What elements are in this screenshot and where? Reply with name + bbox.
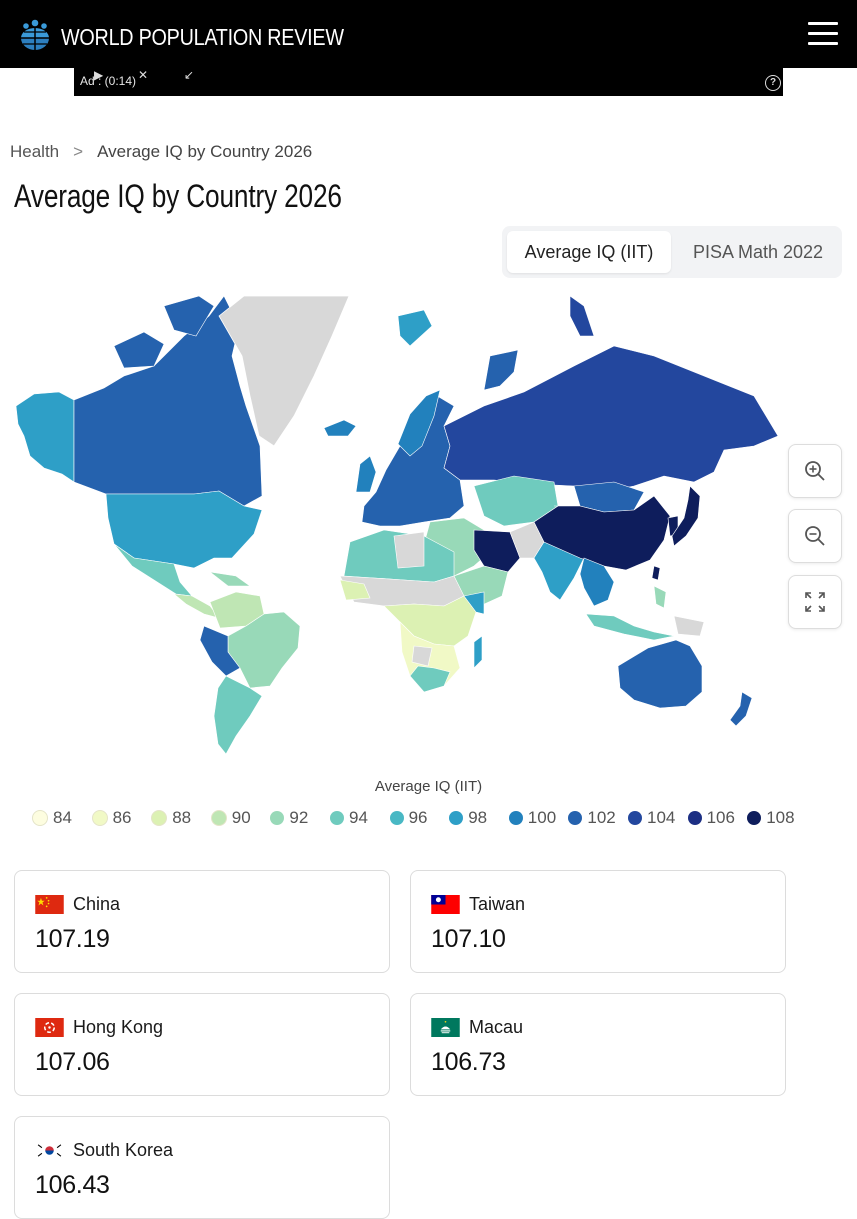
country-card-hong-kong[interactable]: Hong Kong 107.06 — [14, 993, 390, 1096]
card-value: 107.06 — [35, 1048, 110, 1076]
map-legend: 84 86 88 90 92 94 96 98 100 102 104 106 108 — [0, 806, 857, 830]
breadcrumb-current: Average IQ by Country 2026 — [97, 142, 313, 161]
zoom-out-icon — [805, 526, 825, 546]
tab-average-iq[interactable]: Average IQ (IIT) — [507, 231, 671, 273]
legend-swatch — [330, 811, 344, 825]
page-title: Average IQ by Country 2026 — [14, 178, 342, 214]
legend-item[interactable]: 102 — [568, 806, 616, 830]
legend-label: 104 — [647, 808, 676, 827]
fullscreen-icon — [805, 592, 825, 612]
legend-label: 90 — [231, 808, 251, 827]
legend-label: 108 — [766, 808, 795, 827]
south-korea-flag — [35, 1141, 64, 1160]
country-australia — [617, 639, 703, 709]
card-value: 106.43 — [35, 1171, 110, 1199]
world-map[interactable] — [14, 296, 784, 758]
card-country: South Korea — [73, 1140, 174, 1160]
legend-swatch — [687, 811, 702, 825]
legend-swatch — [210, 810, 227, 826]
legend-item[interactable]: 104 — [628, 806, 675, 830]
card-value: 107.10 — [431, 925, 506, 953]
country-card-macau[interactable]: Macau 106.73 — [410, 993, 786, 1096]
card-country: Hong Kong — [73, 1017, 164, 1037]
legend-swatch — [747, 811, 762, 825]
legend-item[interactable]: 86 — [91, 806, 132, 830]
country-japan — [671, 485, 701, 547]
card-value: 107.19 — [35, 925, 110, 953]
legend-label: 102 — [587, 808, 616, 827]
breadcrumb-health-link[interactable]: Health — [10, 142, 60, 161]
legend-label: 100 — [527, 808, 557, 827]
legend-item[interactable]: 84 — [32, 806, 72, 830]
legend-swatch — [508, 811, 523, 825]
collapse-icon[interactable]: ↙ — [184, 68, 195, 82]
legend-swatch — [32, 810, 48, 826]
macau-flag — [431, 1018, 460, 1037]
metric-tabs: Average IQ (IIT) PISA Math 2022 — [502, 226, 842, 278]
legend-swatch — [91, 810, 108, 826]
play-icon[interactable]: ▶ — [94, 68, 104, 82]
globe-people-logo[interactable] — [18, 18, 52, 52]
taiwan-flag — [431, 895, 460, 914]
legend-label: 94 — [349, 808, 368, 827]
tab-pisa-math[interactable]: PISA Math 2022 — [692, 242, 824, 262]
country-greenland — [218, 296, 350, 447]
legend-swatch — [568, 811, 583, 825]
country-china — [533, 495, 671, 571]
site-title[interactable]: WORLD POPULATION REVIEW — [61, 24, 344, 50]
legend-item[interactable]: 108 — [747, 806, 795, 830]
legend-label: 92 — [289, 808, 309, 827]
legend-label: 84 — [53, 808, 72, 827]
legend-label: 86 — [112, 808, 132, 827]
legend-swatch — [151, 810, 168, 826]
mute-icon[interactable]: ✕ — [138, 68, 149, 82]
breadcrumb: Health > Average IQ by Country 2026 — [10, 142, 312, 162]
legend-title: Average IQ (IIT) — [374, 778, 483, 795]
country-alaska — [15, 391, 75, 483]
legend-item[interactable]: 98 — [449, 806, 487, 830]
card-country: Macau — [469, 1017, 524, 1037]
zoom-in-icon — [805, 461, 825, 481]
legend-item[interactable]: 90 — [210, 806, 251, 830]
legend-item[interactable]: 96 — [389, 806, 428, 830]
card-country: China — [73, 894, 121, 914]
country-card-taiwan[interactable]: Taiwan 107.10 — [410, 870, 786, 973]
zoom-out-button[interactable] — [788, 509, 842, 563]
country-card-south-korea[interactable]: South Korea 106.43 — [14, 1116, 390, 1219]
ad-label: Ad : (0:14) — [80, 74, 137, 88]
card-value: 106.73 — [431, 1048, 506, 1076]
breadcrumb-separator: > — [73, 142, 84, 161]
zoom-in-button[interactable] — [788, 444, 842, 498]
ad-help-icon[interactable]: ? — [765, 75, 781, 91]
hong-kong-flag — [35, 1018, 64, 1037]
hamburger-menu-icon[interactable] — [808, 22, 838, 48]
site-header: WORLD POPULATION REVIEW — [0, 0, 857, 68]
country-card-china[interactable]: China 107.19 — [14, 870, 390, 973]
legend-label: 96 — [408, 808, 428, 827]
video-ad[interactable]: ▶ ✕ ↙ Ad : (0:14) ? — [74, 68, 783, 96]
legend-label: 106 — [706, 808, 735, 827]
legend-item[interactable]: 88 — [151, 806, 191, 830]
china-flag — [35, 895, 64, 914]
legend-item[interactable]: 106 — [687, 806, 735, 830]
fullscreen-button[interactable] — [788, 575, 842, 629]
legend-label: 98 — [468, 808, 488, 827]
legend-item[interactable]: 94 — [330, 806, 368, 830]
legend-swatch — [270, 811, 285, 825]
country-russia — [443, 345, 779, 493]
card-country: Taiwan — [469, 894, 526, 914]
legend-swatch — [628, 811, 642, 825]
legend-swatch — [449, 811, 464, 825]
legend-item[interactable]: 100 — [508, 806, 557, 830]
legend-swatch — [389, 811, 404, 825]
legend-label: 88 — [172, 808, 192, 827]
legend-item[interactable]: 92 — [270, 806, 308, 830]
